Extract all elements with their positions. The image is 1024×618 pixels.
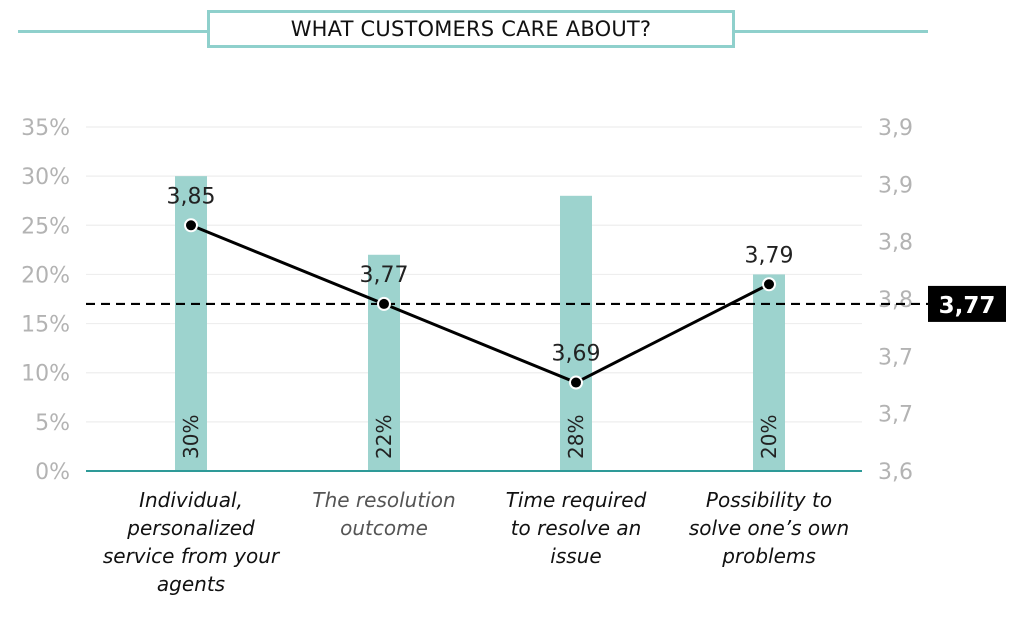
right-axis-tick-label: 3,8 xyxy=(878,231,913,256)
category-label-line: problems xyxy=(722,544,816,568)
category-label: The resolution outcome xyxy=(284,486,484,542)
left-axis-tick-label: 10% xyxy=(21,362,70,387)
category-label-line: solve one’s own xyxy=(688,516,850,540)
bar-value-label: 20% xyxy=(757,415,781,459)
reference-label-box xyxy=(928,285,1006,322)
bar-value-label: 28% xyxy=(564,415,588,459)
category-label: Individual, personalized service from your… xyxy=(91,486,291,598)
line-value-label: 3,77 xyxy=(360,263,409,288)
left-axis-tick-label: 15% xyxy=(21,313,70,338)
left-axis-tick-label: 0% xyxy=(35,460,70,485)
category-label-line: agents xyxy=(156,572,226,596)
category-label-line: The resolution xyxy=(312,488,456,512)
category-label-line: issue xyxy=(550,544,602,568)
line-point xyxy=(184,218,198,233)
title-rule-right xyxy=(734,30,928,33)
category-label-line: personalized xyxy=(127,516,255,540)
right-axis-tick-label: 3,9 xyxy=(878,173,913,198)
right-axis-tick-label: 3,7 xyxy=(878,345,913,370)
line-value-label: 3,69 xyxy=(552,342,601,367)
category-label-line: outcome xyxy=(340,516,428,540)
reference-label: 3,77 xyxy=(939,293,996,319)
category-label-line: Individual, xyxy=(139,488,243,512)
right-axis-tick-label: 3,8 xyxy=(878,288,913,313)
line-point xyxy=(377,296,391,311)
left-axis-tick-label: 25% xyxy=(21,214,70,239)
right-axis-tick-label: 3,7 xyxy=(878,403,913,428)
category-label: Time required to resolve an issue xyxy=(476,486,676,570)
bar xyxy=(560,195,592,472)
left-axis-tick-label: 5% xyxy=(35,411,70,436)
chart-title: WHAT CUSTOMERS CARE ABOUT? xyxy=(207,10,735,48)
category-label: Possibility to solve one’s own problems xyxy=(669,486,869,570)
bar-value-label: 30% xyxy=(179,415,203,459)
bar xyxy=(753,274,785,471)
right-axis-tick-label: 3,6 xyxy=(878,460,913,485)
category-label-line: to resolve an xyxy=(510,516,642,540)
left-axis-tick-label: 30% xyxy=(21,165,70,190)
line-series xyxy=(190,223,770,385)
title-rule-left xyxy=(18,30,208,33)
line-value-label: 3,79 xyxy=(745,243,794,268)
category-label-line: Time required xyxy=(505,488,647,512)
left-axis-tick-label: 35% xyxy=(21,116,70,141)
right-axis-tick-label: 3,9 xyxy=(878,116,913,141)
line-value-label: 3,85 xyxy=(167,184,216,209)
category-label-line: service from your xyxy=(102,544,280,568)
left-axis-tick-label: 20% xyxy=(21,263,70,288)
line-point xyxy=(569,375,583,390)
bar xyxy=(368,254,400,471)
bar-value-label: 22% xyxy=(372,415,396,459)
line-point xyxy=(762,277,776,292)
category-label-line: Possibility to xyxy=(705,488,833,512)
